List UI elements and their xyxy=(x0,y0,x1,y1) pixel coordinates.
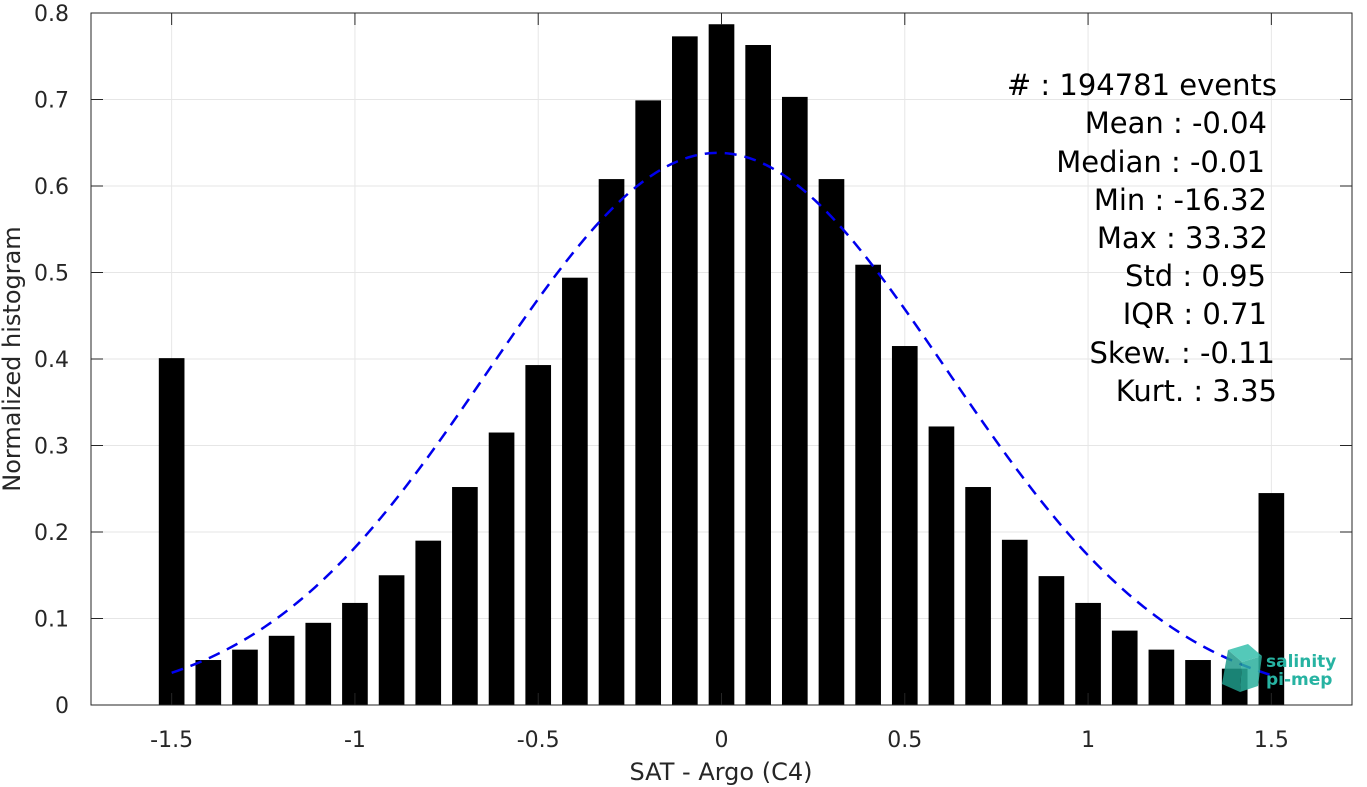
histogram-bar xyxy=(745,45,771,705)
x-tick-label: 0.5 xyxy=(887,728,922,753)
y-tick-label: 0.3 xyxy=(34,435,69,460)
histogram-bar xyxy=(158,358,185,705)
histogram-bar xyxy=(781,96,808,705)
histogram-bar xyxy=(232,649,258,705)
stat-median: Median : -0.01 xyxy=(1056,145,1265,179)
histogram-bar xyxy=(1038,576,1065,705)
histogram-bar xyxy=(415,540,442,705)
y-axis-label: Normalized histogram xyxy=(0,226,26,491)
histogram-bar xyxy=(818,179,845,705)
histogram-bar xyxy=(928,426,955,705)
histogram-bar xyxy=(1148,649,1175,705)
logo-cube-icon xyxy=(1222,644,1262,692)
histogram-bar xyxy=(525,365,552,705)
x-tick-label: 0 xyxy=(715,728,729,753)
x-tick-label: -1.5 xyxy=(150,728,193,753)
histogram-bar xyxy=(891,346,918,705)
gaussian-fit xyxy=(171,151,1272,677)
y-tick-label: 0.4 xyxy=(34,348,69,373)
x-tick-labels: -1.5 -1 -0.5 0 0.5 1 1.5 xyxy=(150,728,1289,753)
histogram-bar xyxy=(672,36,698,706)
logo-line1: salinity xyxy=(1266,652,1336,672)
histogram-bars xyxy=(158,24,1285,706)
histogram-bar xyxy=(965,487,991,705)
histogram-bar xyxy=(452,487,478,705)
axis-ticks xyxy=(91,12,1352,706)
salinity-pi-mep-logo: salinity pi-mep xyxy=(1222,644,1336,692)
x-tick-label: -1 xyxy=(344,728,366,753)
stat-min: Min : -16.32 xyxy=(1094,183,1267,217)
y-tick-label: 0.2 xyxy=(34,521,69,546)
histogram-bar xyxy=(488,432,515,705)
histogram-bar xyxy=(1258,493,1285,705)
stat-max: Max : 33.32 xyxy=(1097,221,1268,255)
histogram-bar xyxy=(195,660,222,705)
stat-mean: Mean : -0.04 xyxy=(1085,106,1267,140)
histogram-bar xyxy=(855,264,881,705)
stat-std: Std : 0.95 xyxy=(1125,259,1266,293)
histogram-bar xyxy=(708,24,735,706)
y-tick-label: 0.7 xyxy=(34,89,69,114)
histogram-bar xyxy=(268,635,295,705)
histogram-bar xyxy=(562,277,588,705)
histogram-bar xyxy=(1111,630,1138,705)
y-tick-labels: 0 0.1 0.2 0.3 0.4 0.5 0.6 0.7 0.8 xyxy=(34,2,69,719)
histogram-bar xyxy=(1001,539,1028,705)
histogram-bar xyxy=(378,575,405,705)
histogram-bar xyxy=(305,622,332,705)
histogram-bar xyxy=(598,179,625,705)
stat-skew: Skew. : -0.11 xyxy=(1089,336,1275,370)
histogram-bar xyxy=(1075,602,1101,705)
x-tick-label: -0.5 xyxy=(517,728,560,753)
statistics-annotation: # : 194781 events Mean : -0.04 Median : … xyxy=(1007,68,1277,408)
y-tick-label: 0.6 xyxy=(34,175,69,200)
gaussian-fit-line xyxy=(171,151,1272,677)
histogram-bar xyxy=(342,602,368,705)
histogram-bar xyxy=(1185,660,1211,705)
y-tick-label: 0.5 xyxy=(34,262,69,287)
x-axis-label: SAT - Argo (C4) xyxy=(630,758,813,786)
stat-iqr: IQR : 0.71 xyxy=(1123,297,1267,331)
y-tick-label: 0 xyxy=(55,694,69,719)
histogram-bar xyxy=(635,100,662,706)
x-tick-label: 1 xyxy=(1081,728,1095,753)
stat-kurt: Kurt. : 3.35 xyxy=(1116,374,1277,408)
y-tick-label: 0.8 xyxy=(34,2,69,27)
logo-line2: pi-mep xyxy=(1266,670,1332,690)
x-tick-label: 1.5 xyxy=(1254,728,1289,753)
stat-events: # : 194781 events xyxy=(1007,68,1277,102)
y-tick-label: 0.1 xyxy=(34,608,69,633)
